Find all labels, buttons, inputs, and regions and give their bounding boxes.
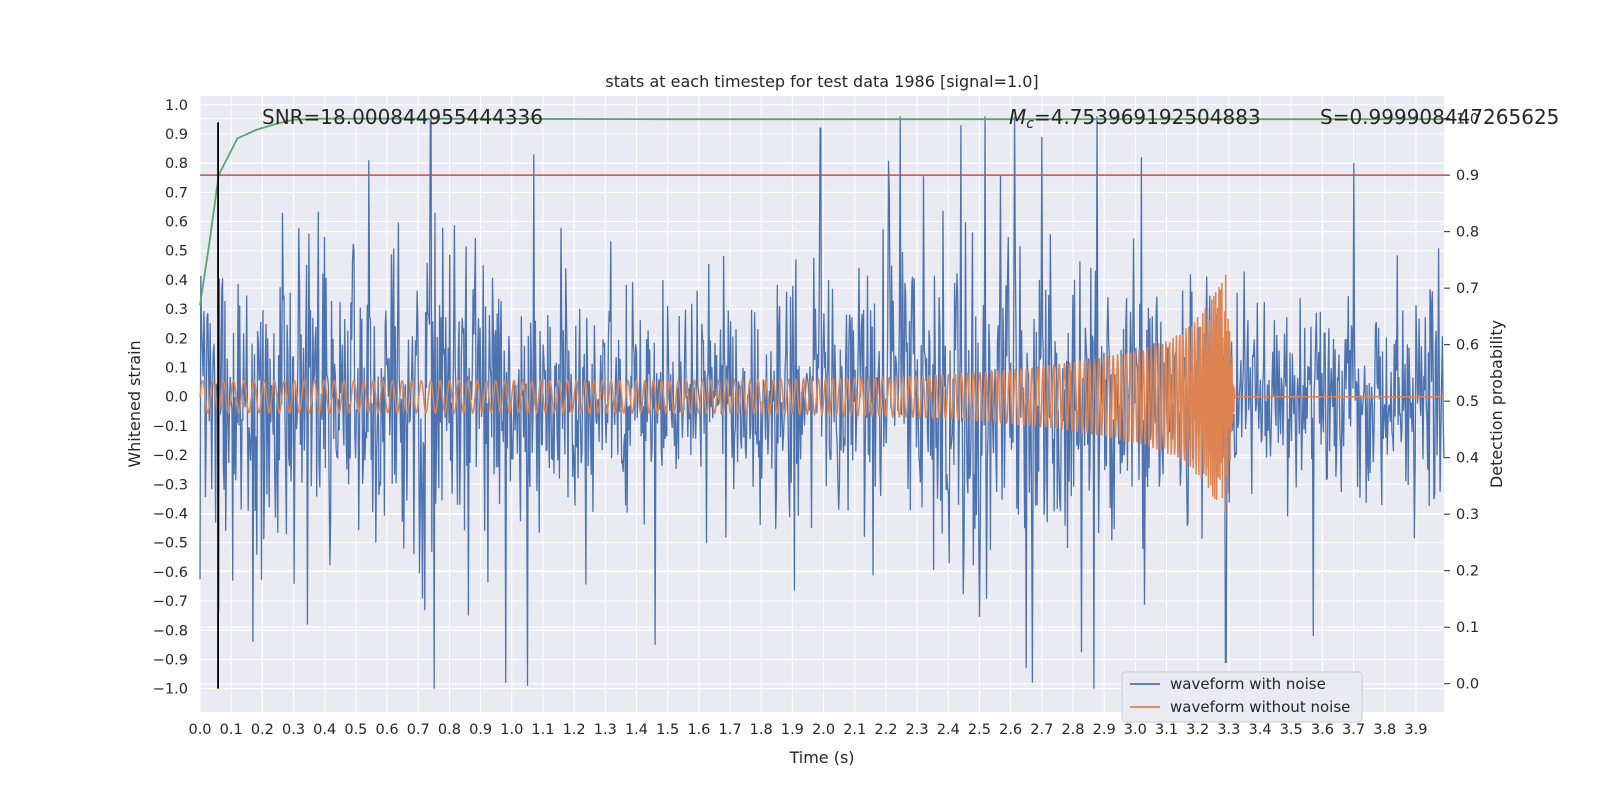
series-detection-probability bbox=[199, 117, 1448, 306]
x-tick-label: 3.5 bbox=[1280, 722, 1303, 738]
x-tick-label: 3.2 bbox=[1186, 722, 1209, 738]
x-tick-label: 0.4 bbox=[313, 722, 336, 738]
annotation-mc-symbol: M bbox=[1009, 105, 1026, 129]
y-tick-label-right: 0.2 bbox=[1456, 564, 1479, 580]
x-tick-label: 2.2 bbox=[874, 722, 897, 738]
y-tick-label-left: −0.2 bbox=[153, 448, 188, 464]
y-tick-label-left: −0.6 bbox=[153, 565, 188, 581]
x-tick-label: 1.4 bbox=[625, 722, 648, 738]
series-waveform-without-noise bbox=[199, 274, 1444, 512]
x-tick-label: 3.3 bbox=[1217, 722, 1240, 738]
annotation-snr: SNR=18.000844955444336 bbox=[262, 105, 543, 129]
annotation-mc-sub: c bbox=[1026, 116, 1034, 132]
x-tick-label: 3.7 bbox=[1342, 722, 1365, 738]
y-tick-label-left: 0.7 bbox=[165, 185, 188, 201]
x-tick-label: 1.2 bbox=[563, 722, 586, 738]
y-tick-label-right: 0.4 bbox=[1456, 451, 1479, 467]
x-tick-label: 0.6 bbox=[376, 722, 399, 738]
x-tick-label: 2.7 bbox=[1030, 722, 1053, 738]
y-axis-label-right: Detection probability bbox=[1487, 320, 1506, 488]
x-tick-label: 2.4 bbox=[937, 722, 960, 738]
y-tick-label-left: −0.5 bbox=[153, 536, 188, 552]
y-tick-label-left: 0.2 bbox=[165, 331, 188, 347]
y-tick-label-left: 0.3 bbox=[165, 302, 188, 318]
x-tick-label: 1.3 bbox=[594, 722, 617, 738]
x-tick-label: 3.8 bbox=[1373, 722, 1396, 738]
x-tick-label: 1.8 bbox=[750, 722, 773, 738]
x-tick-label: 3.6 bbox=[1311, 722, 1334, 738]
x-tick-label: 0.3 bbox=[282, 722, 305, 738]
y-axis-label-left: Whitened strain bbox=[125, 340, 144, 467]
y-tick-label-right: 0.1 bbox=[1456, 620, 1479, 636]
x-tick-label: 2.9 bbox=[1093, 722, 1116, 738]
y-tick-label-right: 0.8 bbox=[1456, 225, 1479, 241]
x-tick-label: 2.8 bbox=[1061, 722, 1084, 738]
y-tick-label-left: −1.0 bbox=[153, 682, 188, 698]
y-tick-label-right: 0.9 bbox=[1456, 168, 1479, 184]
y-tick-label-right: 1.0 bbox=[1456, 112, 1479, 128]
x-tick-label: 2.6 bbox=[999, 722, 1022, 738]
x-tick-label: 2.5 bbox=[968, 722, 991, 738]
y-tick-label-left: −0.7 bbox=[153, 594, 188, 610]
y-tick-label-right: 0.7 bbox=[1456, 281, 1479, 297]
x-tick-label: 0.0 bbox=[188, 722, 211, 738]
y-tick-label-left: 0.8 bbox=[165, 156, 188, 172]
y-tick-label-left: 0.9 bbox=[165, 127, 188, 143]
y-tick-label-left: −0.9 bbox=[153, 652, 188, 668]
tick-labels: 0.0 0.1 0.2 0.3 0.4 0.5 0.6 0.7 0.8 0.9 1.0 1.1 1.2 1… bbox=[153, 98, 1479, 738]
y-tick-label-left: −0.4 bbox=[153, 506, 188, 522]
chirp-waveform-path bbox=[199, 274, 1444, 512]
y-tick-label-left: 0.6 bbox=[165, 215, 188, 231]
x-tick-label: 2.3 bbox=[906, 722, 929, 738]
x-tick-label: 1.7 bbox=[718, 722, 741, 738]
x-tick-label: 0.1 bbox=[220, 722, 243, 738]
x-tick-label: 1.6 bbox=[687, 722, 710, 738]
x-axis-label: Time (s) bbox=[788, 748, 854, 767]
y-tick-label-left: 0.4 bbox=[165, 273, 188, 289]
legend-box bbox=[1121, 671, 1363, 723]
x-tick-label: 0.9 bbox=[469, 722, 492, 738]
detection-probability-line bbox=[199, 117, 1448, 306]
annotation-mc-value: =4.753969192504883 bbox=[1034, 105, 1261, 129]
y-tick-label-right: 0.5 bbox=[1456, 394, 1479, 410]
y-tick-label-right: 0.0 bbox=[1456, 677, 1479, 693]
x-tick-label: 3.4 bbox=[1249, 722, 1272, 738]
y-tick-label-left: 0.5 bbox=[165, 244, 188, 260]
x-tick-label: 0.7 bbox=[407, 722, 430, 738]
y-tick-label-left: 0.1 bbox=[165, 361, 188, 377]
x-tick-label: 1.1 bbox=[531, 722, 554, 738]
annotation-chirp-mass: Mc=4.753969192504883 bbox=[1009, 105, 1261, 132]
x-tick-label: 1.9 bbox=[781, 722, 804, 738]
y-tick-label-left: −0.8 bbox=[153, 623, 188, 639]
x-tick-label: 2.0 bbox=[812, 722, 835, 738]
x-tick-label: 2.1 bbox=[843, 722, 866, 738]
x-tick-label: 0.8 bbox=[438, 722, 461, 738]
overlays bbox=[200, 122, 1444, 689]
chart-title: stats at each timestep for test data 198… bbox=[605, 72, 1038, 91]
legend-label-no-noise: waveform without noise bbox=[1170, 698, 1350, 716]
x-tick-label: 1.0 bbox=[500, 722, 523, 738]
annotation-s: S=0.999908447265625 bbox=[1320, 105, 1559, 129]
legend-label-noise: waveform with noise bbox=[1170, 675, 1326, 693]
x-tick-label: 3.1 bbox=[1155, 722, 1178, 738]
y-tick-label-left: −0.3 bbox=[153, 477, 188, 493]
x-tick-label: 3.0 bbox=[1124, 722, 1147, 738]
x-tick-label: 0.5 bbox=[344, 722, 367, 738]
noise-waveform-path bbox=[199, 116, 1445, 689]
series-waveform-with-noise bbox=[199, 116, 1445, 689]
x-tick-label: 1.5 bbox=[656, 722, 679, 738]
legend: waveform with noise waveform without noi… bbox=[1121, 671, 1363, 723]
x-tick-label: 3.9 bbox=[1404, 722, 1427, 738]
x-tick-label: 0.2 bbox=[251, 722, 274, 738]
y-tick-label-left: 0.0 bbox=[165, 390, 188, 406]
y-tick-label-right: 0.3 bbox=[1456, 507, 1479, 523]
y-tick-label-left: 1.0 bbox=[165, 98, 188, 114]
y-tick-label-right: 0.6 bbox=[1456, 338, 1479, 354]
y-tick-label-left: −0.1 bbox=[153, 419, 188, 435]
